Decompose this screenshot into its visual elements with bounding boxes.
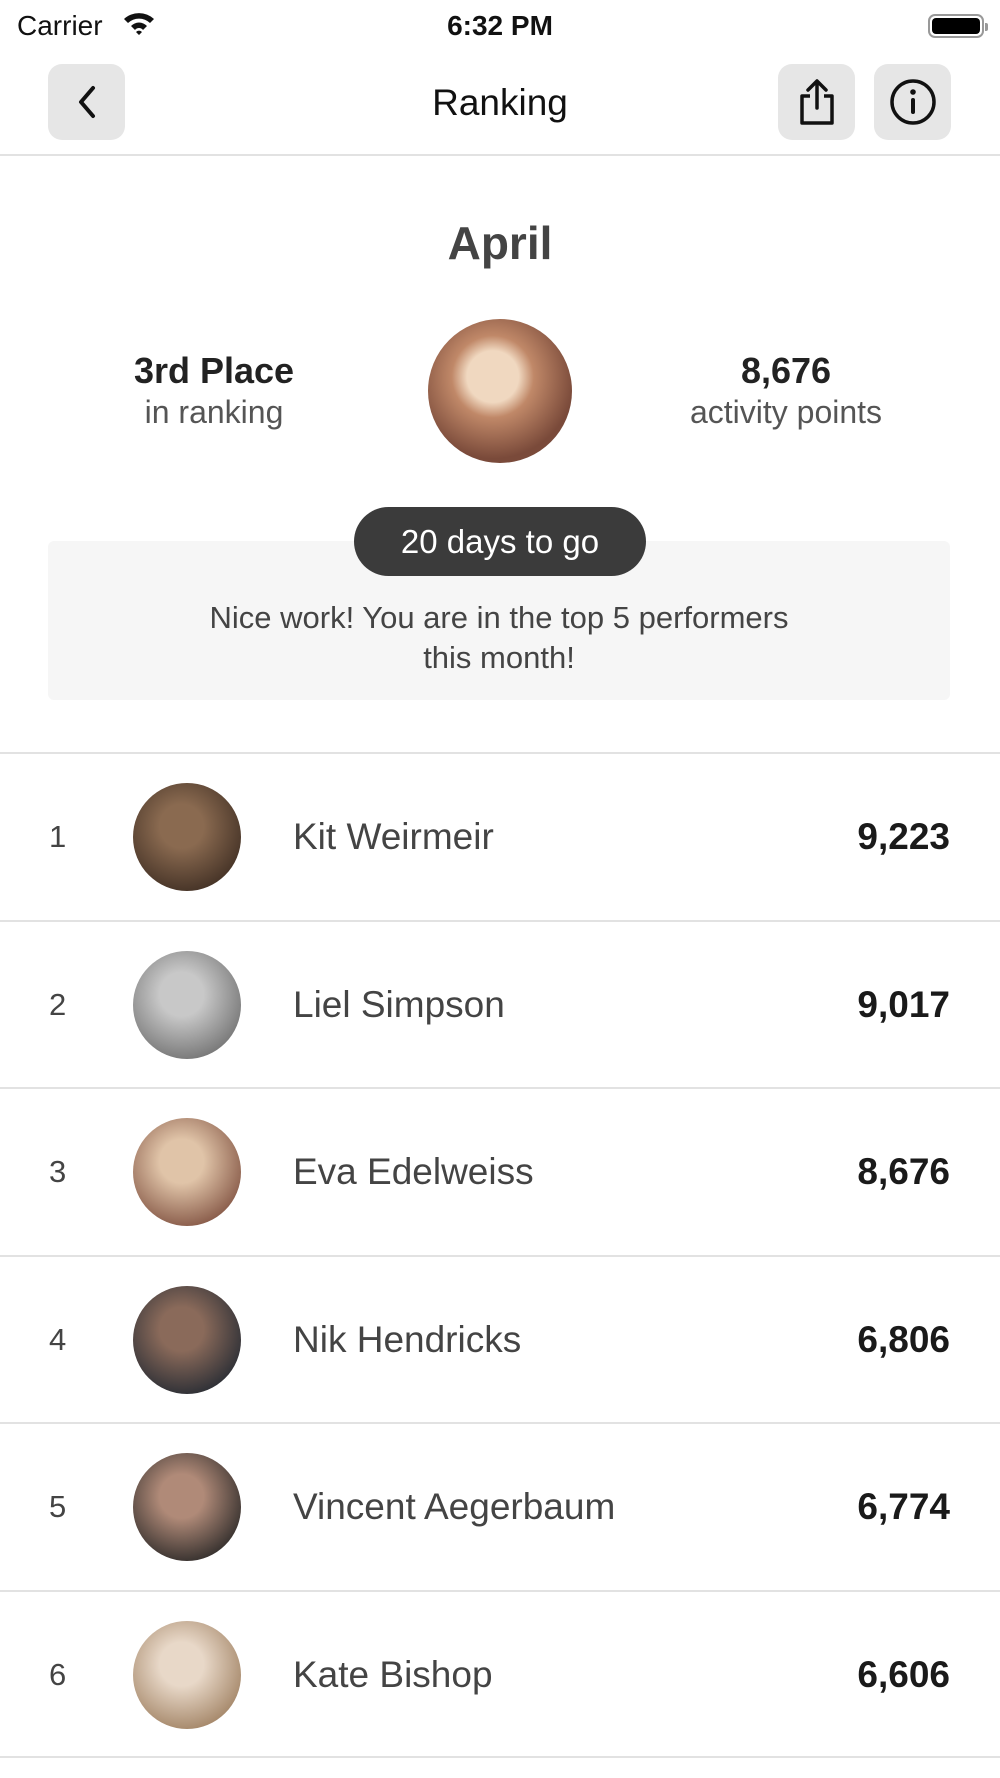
clock: 6:32 PM <box>447 10 553 41</box>
status-bar: Carrier 6:32 PM <box>0 0 1000 52</box>
info-button[interactable] <box>874 64 951 140</box>
place-value: 3rd Place <box>133 350 295 391</box>
avatar <box>133 1118 241 1226</box>
member-points: 8,676 <box>857 1151 950 1192</box>
user-avatar <box>428 319 572 463</box>
avatar <box>133 783 241 891</box>
avatar <box>133 1620 241 1729</box>
member-name: Nik Hendricks <box>293 1318 522 1360</box>
points-stat: 8,676 activity points <box>636 350 936 431</box>
member-name: Kate Bishop <box>293 1653 493 1695</box>
rank-number: 1 <box>49 819 67 854</box>
avatar <box>133 950 241 1059</box>
message-text: Nice work! You are in the top 5 performe… <box>48 598 950 678</box>
nav-divider <box>0 154 1000 156</box>
avatar <box>133 1453 241 1561</box>
member-name: Liel Simpson <box>293 983 505 1025</box>
share-icon <box>799 79 834 125</box>
member-points: 6,806 <box>857 1318 950 1360</box>
rank-number: 5 <box>49 1489 67 1524</box>
list-divider <box>0 1756 1000 1758</box>
points-label: activity points <box>689 394 883 430</box>
back-button[interactable] <box>48 64 125 140</box>
page-title: Ranking <box>432 82 568 123</box>
place-stat: 3rd Place in ranking <box>64 350 364 431</box>
message-line: Nice work! You are in the top 5 performe… <box>209 600 789 635</box>
ranking-row[interactable]: 5 Vincent Aegerbaum 6,774 <box>0 1422 1000 1590</box>
ranking-row[interactable]: 2 Liel Simpson 9,017 <box>0 919 1000 1088</box>
info-icon <box>889 79 936 125</box>
wifi-icon <box>124 13 154 35</box>
member-name: Kit Weirmeir <box>293 816 494 857</box>
ranking-row[interactable]: 3 Eva Edelweiss 8,676 <box>0 1087 1000 1255</box>
rank-number: 4 <box>49 1321 67 1357</box>
ranking-row[interactable]: 6 Kate Bishop 6,606 <box>0 1589 1000 1758</box>
month-title: April <box>447 217 553 269</box>
share-button[interactable] <box>778 64 855 140</box>
rank-number: 2 <box>49 986 67 1022</box>
points-value: 8,676 <box>740 350 832 391</box>
member-points: 6,774 <box>857 1486 950 1527</box>
chevron-left-icon <box>78 86 95 118</box>
message-line: this month! <box>423 640 575 675</box>
member-points: 9,223 <box>857 816 950 857</box>
rank-number: 6 <box>49 1656 67 1692</box>
rank-number: 3 <box>49 1154 67 1189</box>
battery-icon <box>928 14 988 38</box>
member-points: 6,606 <box>857 1653 950 1695</box>
member-name: Vincent Aegerbaum <box>293 1486 616 1527</box>
ranking-row[interactable]: 4 Nik Hendricks 6,806 <box>0 1254 1000 1423</box>
place-label: in ranking <box>144 394 284 430</box>
carrier-label: Carrier <box>17 10 103 41</box>
member-points: 9,017 <box>857 983 950 1025</box>
ranking-row[interactable]: 1 Kit Weirmeir 9,223 <box>0 752 1000 920</box>
avatar <box>133 1285 241 1394</box>
member-name: Eva Edelweiss <box>293 1151 534 1192</box>
countdown-badge: 20 days to go <box>354 507 646 576</box>
